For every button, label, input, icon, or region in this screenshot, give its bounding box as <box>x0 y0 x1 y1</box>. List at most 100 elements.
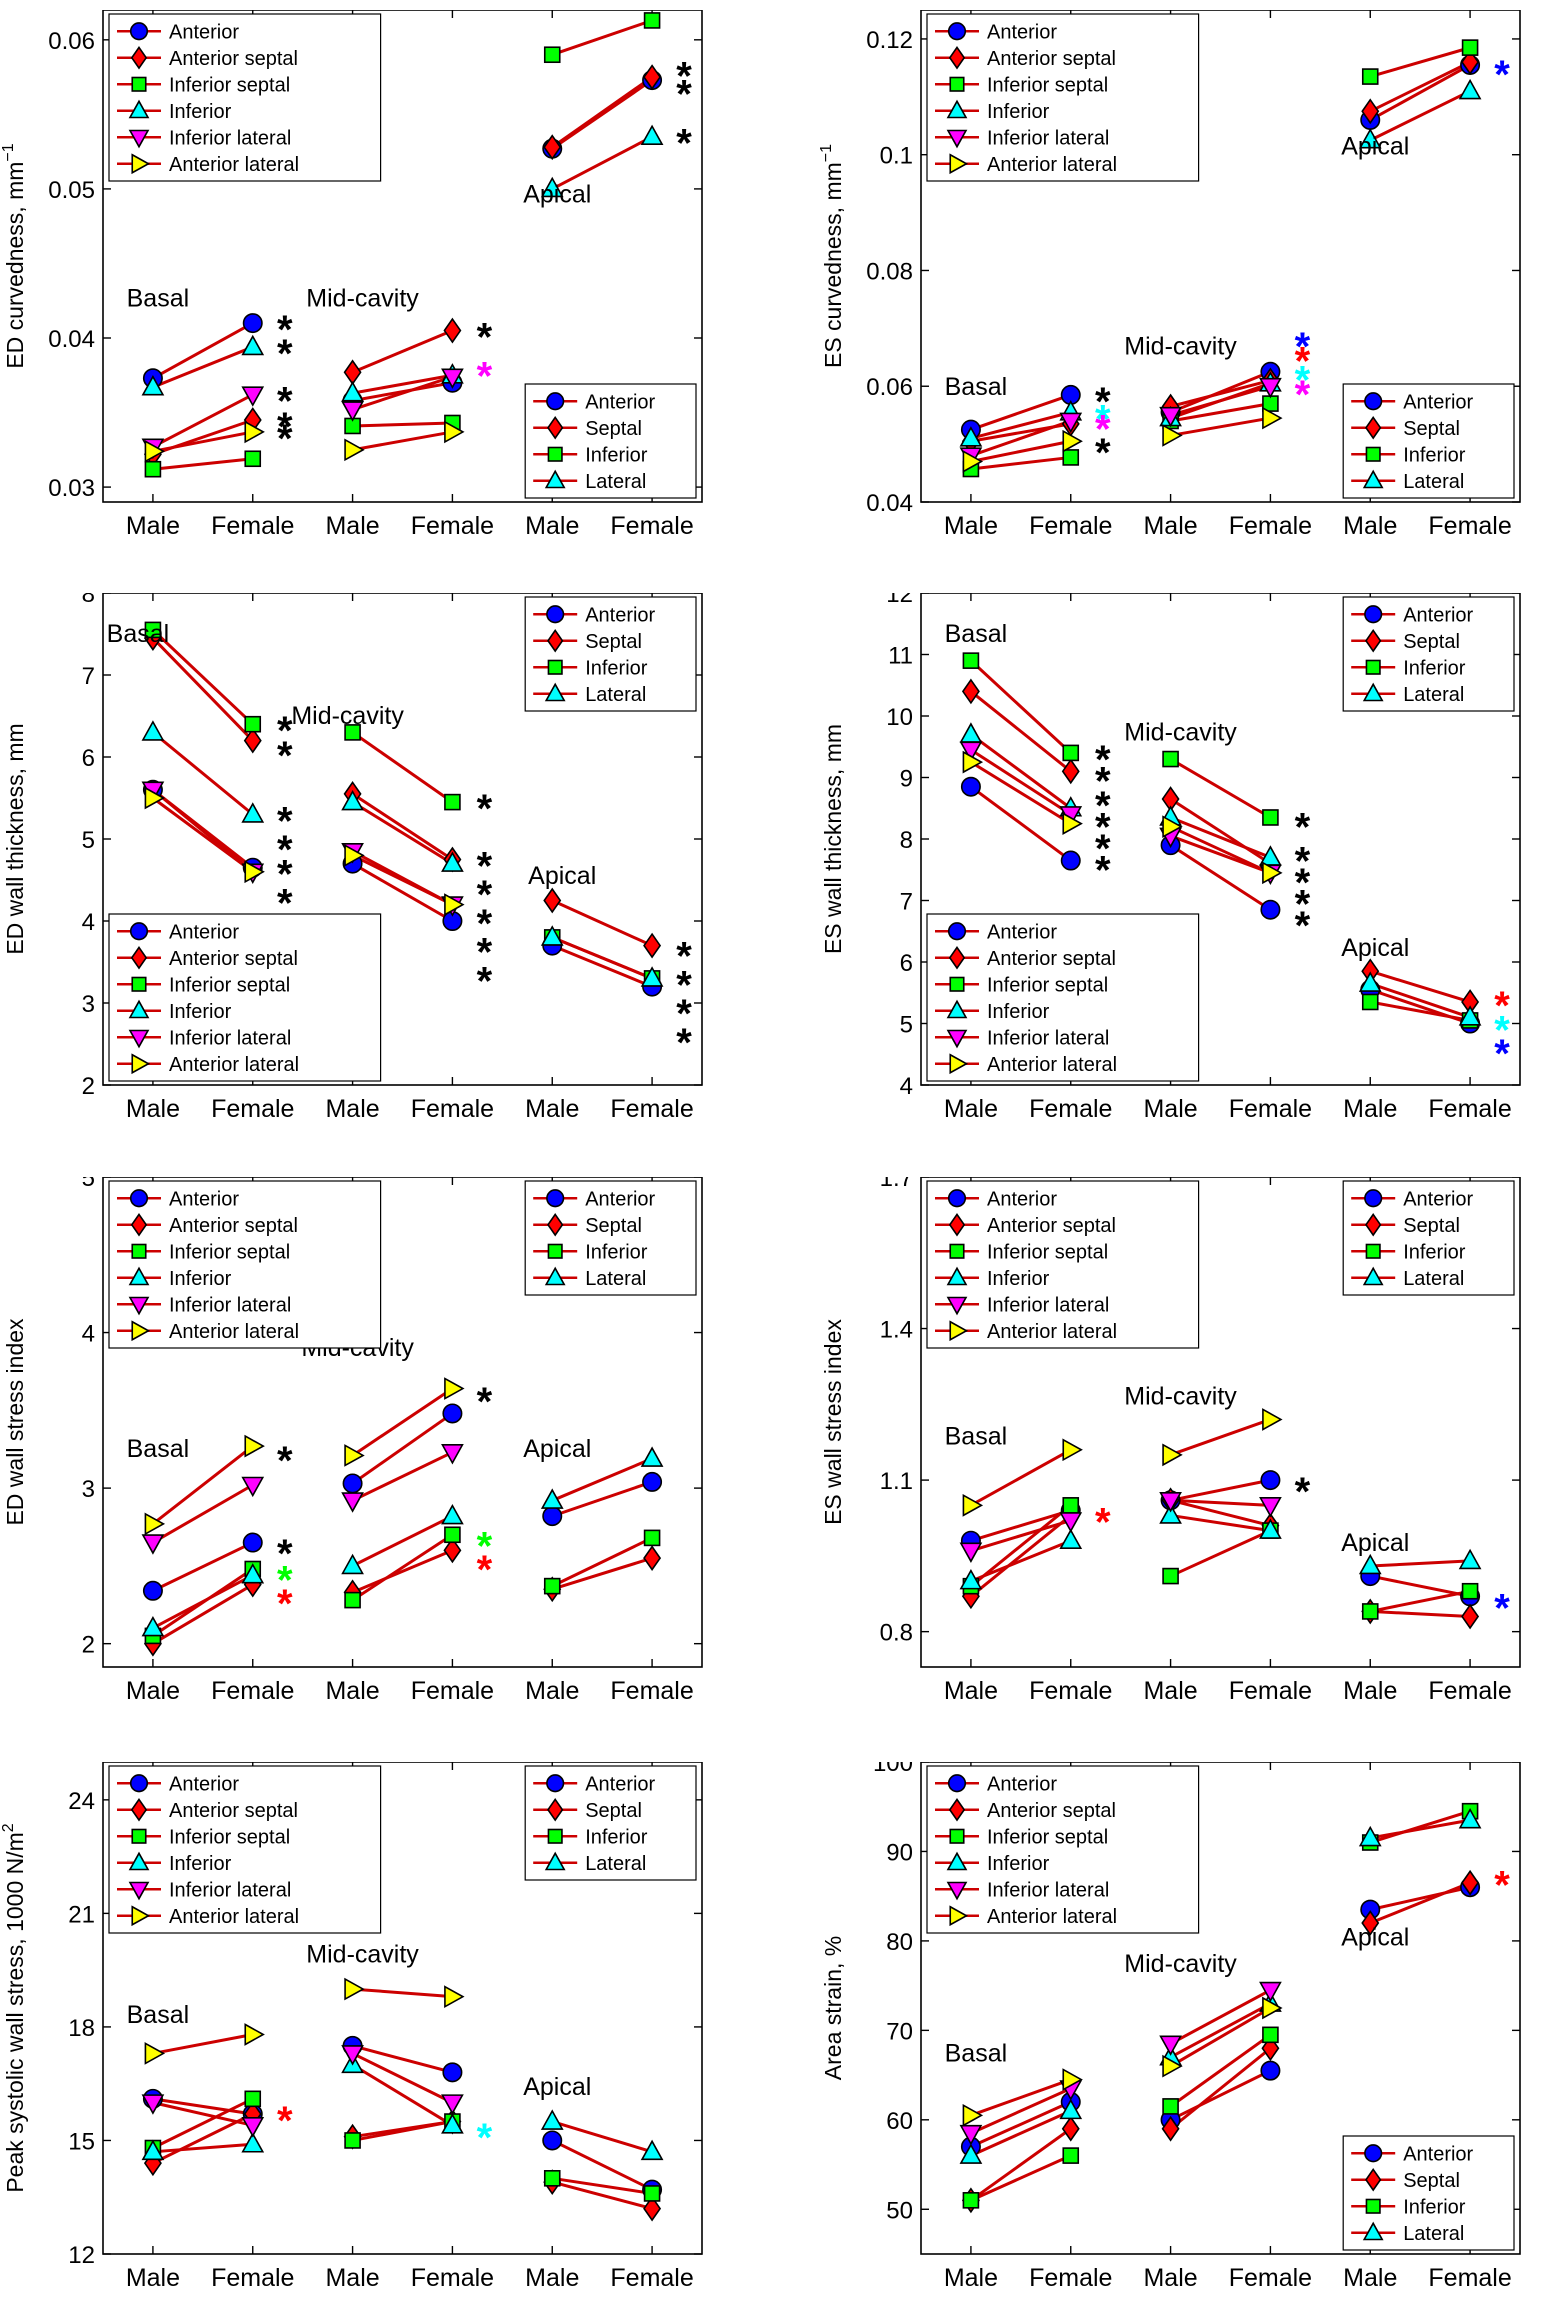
legend-marker-diamond <box>1365 1212 1382 1237</box>
series-line-inferior <box>970 2109 1072 2157</box>
legend-entry: Septal <box>1403 631 1460 653</box>
group-basal: Basal **** <box>945 373 1111 478</box>
group-basal: Basal * <box>945 1423 1111 1610</box>
series-line-inferior-lateral <box>352 375 453 411</box>
series-line-septal <box>551 1556 653 1591</box>
y-tick-label: 100 <box>873 1762 913 1777</box>
series-line-anterior <box>152 321 254 380</box>
group-label: Basal <box>127 2001 190 2029</box>
series-line-septal <box>1369 60 1471 113</box>
point-inferior-septal-male <box>962 2192 980 2209</box>
y-tick-label: 4 <box>82 909 95 936</box>
series-line-inferior <box>1170 816 1271 859</box>
y-tick-label: 0.8 <box>880 1620 913 1647</box>
series-line-inferior-septal <box>1169 1529 1272 1578</box>
point-anterior-lateral-male <box>344 1444 365 1467</box>
series-line-anterior-septal <box>351 792 454 861</box>
series-line-anterior <box>152 1541 254 1593</box>
legend-entry: Anterior lateral <box>169 1321 299 1343</box>
series-line-anterior-lateral <box>351 854 454 906</box>
point-anterior-lateral-female <box>1062 2068 1083 2091</box>
x-tick-label: Female <box>411 1095 494 1123</box>
significance-star: * <box>1494 1863 1510 1907</box>
significance-star: * <box>277 1582 293 1626</box>
legend-marker-square <box>949 976 965 992</box>
series-line-inferior-lateral <box>1170 1498 1271 1507</box>
series-line-septal <box>551 899 653 947</box>
significance-star: * <box>1295 839 1311 883</box>
series-line-lateral <box>1369 89 1471 142</box>
point-inferior-female <box>241 802 265 823</box>
x-tick-label: Female <box>1229 1095 1312 1123</box>
x-tick-label: Female <box>1229 2264 1312 2292</box>
legend-entry: Inferior lateral <box>169 1879 291 1901</box>
ed-wall-thickness-chart: 2 3 4 5 6 7 8 Male Female Male Female Male Female ED … <box>2 593 703 1123</box>
legend-marker-triangle-right <box>949 1320 969 1342</box>
legend-top-right: Anterior Septal Inferior Lateral <box>1342 596 1515 712</box>
series-line-lateral <box>1369 1818 1471 1840</box>
point-inferior-female <box>1461 39 1479 56</box>
legend-marker-triangle-up <box>544 469 566 489</box>
legend-entry: Anterior septal <box>987 1215 1116 1237</box>
point-lateral-male <box>1358 971 1382 992</box>
series-line-anterior-lateral <box>152 430 254 453</box>
legend-marker-circle <box>129 922 149 941</box>
y-tick-label: 60 <box>886 2108 913 2135</box>
series-line-anterior-lateral <box>1170 1418 1271 1457</box>
point-anterior-male <box>542 2130 563 2151</box>
point-septal-male <box>1361 98 1380 125</box>
ed-curvedness-chart: 0.03 0.04 0.05 0.06 Male Female Male Female Male… <box>0 10 703 540</box>
legend-marker-square <box>949 1243 965 1259</box>
significance-star: * <box>477 316 493 360</box>
significance-star: * <box>676 935 692 979</box>
legend-entry: Inferior lateral <box>169 1294 291 1316</box>
significance-star: * <box>277 709 293 753</box>
series-line-anterior-lateral <box>352 1987 453 1999</box>
point-inferior-female <box>1059 2098 1083 2120</box>
legend-marker-circle <box>546 1189 565 1208</box>
series-line-anterior-septal <box>1170 378 1271 408</box>
significance-star: * <box>1095 806 1111 850</box>
x-tick-label: Male <box>126 1677 180 1705</box>
point-septal-female <box>643 64 662 90</box>
group-apical: Apical**** <box>528 862 692 1065</box>
legend-entry: Anterior <box>585 1773 655 1795</box>
series-line-anterior <box>1369 1885 1471 1912</box>
y-axis-label: ES wall thickness, mm <box>820 724 846 954</box>
series-line-anterior-lateral <box>970 2078 1072 2117</box>
point-anterior-male <box>142 1580 163 1601</box>
legend-entry: Anterior <box>585 391 655 413</box>
legend-bottom-right: Anterior Septal Inferior Lateral <box>524 383 697 499</box>
group-label: Apical <box>523 2073 591 2101</box>
x-tick-label: Male <box>325 1095 379 1123</box>
legend-marker-square <box>1365 659 1381 675</box>
legend-marker-triangle-right <box>131 1905 151 1927</box>
series-line-inferior-lateral <box>351 2052 454 2104</box>
legend-marker-square <box>131 976 147 992</box>
legend-marker-triangle-up <box>1362 682 1384 702</box>
point-anterior-female <box>442 2062 463 2083</box>
series-line-anterior-septal <box>152 1583 254 1645</box>
y-axis-label: ED wall thickness, mm <box>2 723 28 954</box>
point-inferior-lateral-female <box>1059 1512 1083 1533</box>
legend-entry: Lateral <box>1403 471 1464 493</box>
significance-star: * <box>1494 984 1510 1028</box>
x-tick-label: Male <box>126 2264 180 2292</box>
y-axis-label: ED wall stress index <box>2 1318 28 1526</box>
series-line-inferior-septal <box>351 1533 454 1602</box>
legend-top-right: Anterior Septal Inferior Lateral <box>524 596 697 712</box>
legend-entry: Septal <box>585 631 642 653</box>
significance-star: * <box>277 799 293 843</box>
point-anterior-lateral-male <box>1162 424 1183 447</box>
point-inferior-lateral-male <box>341 401 364 422</box>
y-tick-label: 2 <box>82 1632 95 1659</box>
significance-star: * <box>1095 784 1111 828</box>
legend-marker-square <box>949 1828 965 1844</box>
legend-marker-triangle-up <box>946 1266 968 1286</box>
es-curvedness-chart: 0.04 0.06 0.08 0.1 0.12 Male Female Male Female M… <box>818 10 1521 540</box>
legend-entry: Anterior lateral <box>169 1906 299 1928</box>
y-tick-label: 0.04 <box>866 490 913 517</box>
significance-star: * <box>676 73 692 117</box>
legend-entry: Inferior lateral <box>987 1879 1109 1901</box>
series-line-inferior-septal <box>152 2097 254 2150</box>
